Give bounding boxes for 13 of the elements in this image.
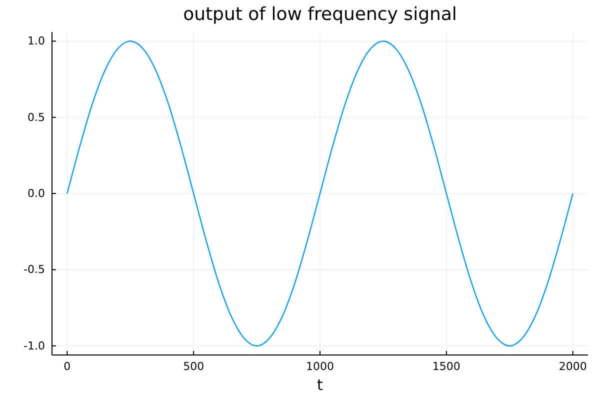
x-axis-title: t xyxy=(317,376,324,394)
x-tick-label: 500 xyxy=(183,360,204,373)
x-tick-label: 2000 xyxy=(558,360,587,373)
x-tick-label: 0 xyxy=(64,360,71,373)
chart-title: output of low frequency signal xyxy=(183,4,457,25)
y-tick-label: 0.0 xyxy=(28,187,45,200)
x-tick-label: 1000 xyxy=(306,360,334,373)
y-tick-label: 0.5 xyxy=(28,110,45,124)
y-tick-label: -0.5 xyxy=(24,263,45,276)
line-series xyxy=(66,40,574,346)
y-tick-label: -1.0 xyxy=(24,339,45,352)
y-tick-label: 1.0 xyxy=(28,34,45,48)
x-tick-label: 1500 xyxy=(432,360,460,373)
